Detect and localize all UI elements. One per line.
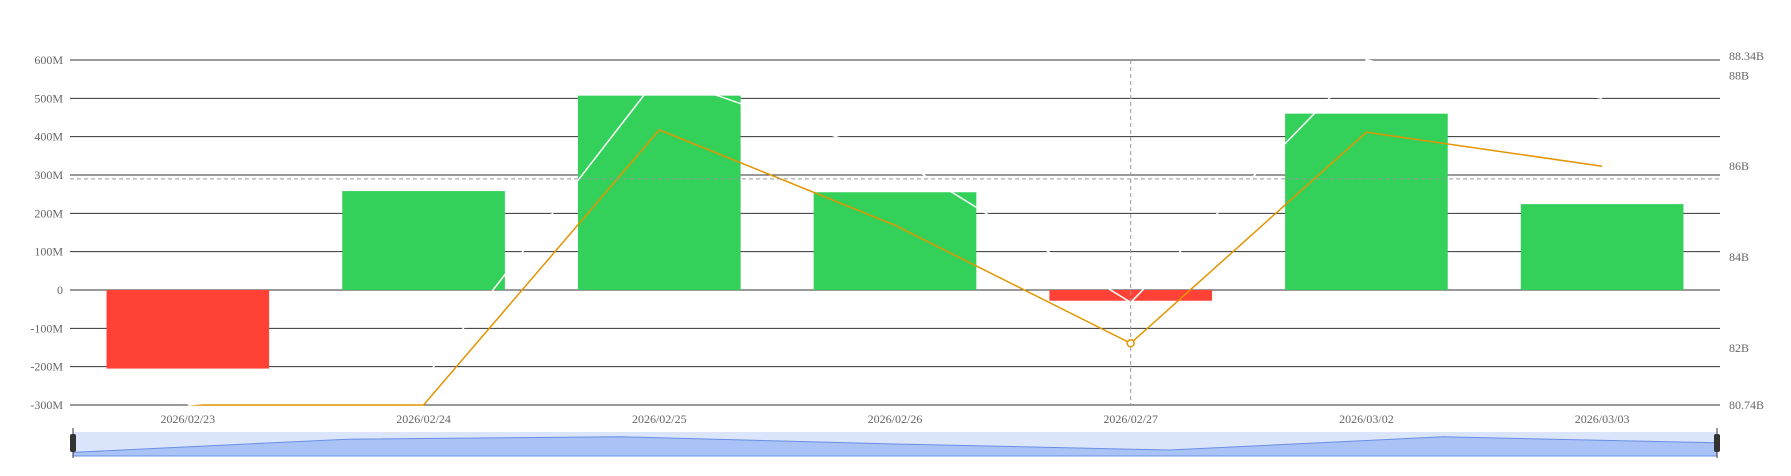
right-tick-label: 88B (1729, 68, 1749, 82)
x-tick-label: 2026/03/03 (1575, 412, 1630, 426)
bar[interactable] (813, 192, 977, 290)
bar[interactable] (577, 95, 741, 291)
left-tick-label: -200M (30, 360, 63, 374)
bar[interactable] (1049, 290, 1213, 301)
left-tick-label: 100M (34, 245, 63, 259)
left-tick-label: 500M (34, 91, 63, 105)
series-line[interactable] (187, 129, 1603, 406)
x-axis: 2026/02/23 2026/02/24 2026/02/25 2026/02/26… (161, 412, 1630, 426)
series-line[interactable] (187, 59, 1603, 406)
right-tick-label: 84B (1729, 250, 1749, 264)
right-tick-label: 86B (1729, 159, 1749, 173)
right-axis: 80.74B 82B 84B 86B 88B 88.34B (1729, 49, 1764, 412)
bar[interactable] (106, 290, 270, 369)
left-tick-label: -300M (30, 398, 63, 412)
left-tick-label: 300M (34, 168, 63, 182)
x-tick-label: 2026/02/23 (161, 412, 216, 426)
x-tick-label: 2026/02/25 (632, 412, 687, 426)
x-tick-label: 2026/02/24 (396, 412, 451, 426)
left-axis: -300M -200M -100M 0 100M 200M 300M 400M 500M 600M (30, 53, 63, 412)
crosshair-point (1126, 339, 1135, 348)
line-series[interactable] (187, 59, 1603, 406)
x-tick-label: 2026/02/27 (1103, 412, 1158, 426)
left-tick-label: 200M (34, 206, 63, 220)
bar[interactable] (1285, 113, 1448, 291)
left-tick-label: 400M (34, 130, 63, 144)
bar[interactable] (342, 191, 505, 290)
zoom-handle[interactable] (70, 434, 76, 452)
x-tick-label: 2026/03/02 (1339, 412, 1394, 426)
zoom-handle[interactable] (1714, 434, 1720, 452)
bar[interactable] (1520, 204, 1684, 290)
left-tick-label: -100M (30, 321, 63, 335)
right-tick-label: 82B (1729, 341, 1749, 355)
zoom-slider[interactable] (70, 428, 1720, 458)
overlays (70, 60, 1720, 405)
left-tick-label: 0 (57, 283, 63, 297)
right-tick-label: 88.34B (1729, 49, 1764, 63)
right-tick-label: 80.74B (1729, 398, 1764, 412)
x-tick-label: 2026/02/26 (868, 412, 923, 426)
left-tick-label: 600M (34, 53, 63, 67)
